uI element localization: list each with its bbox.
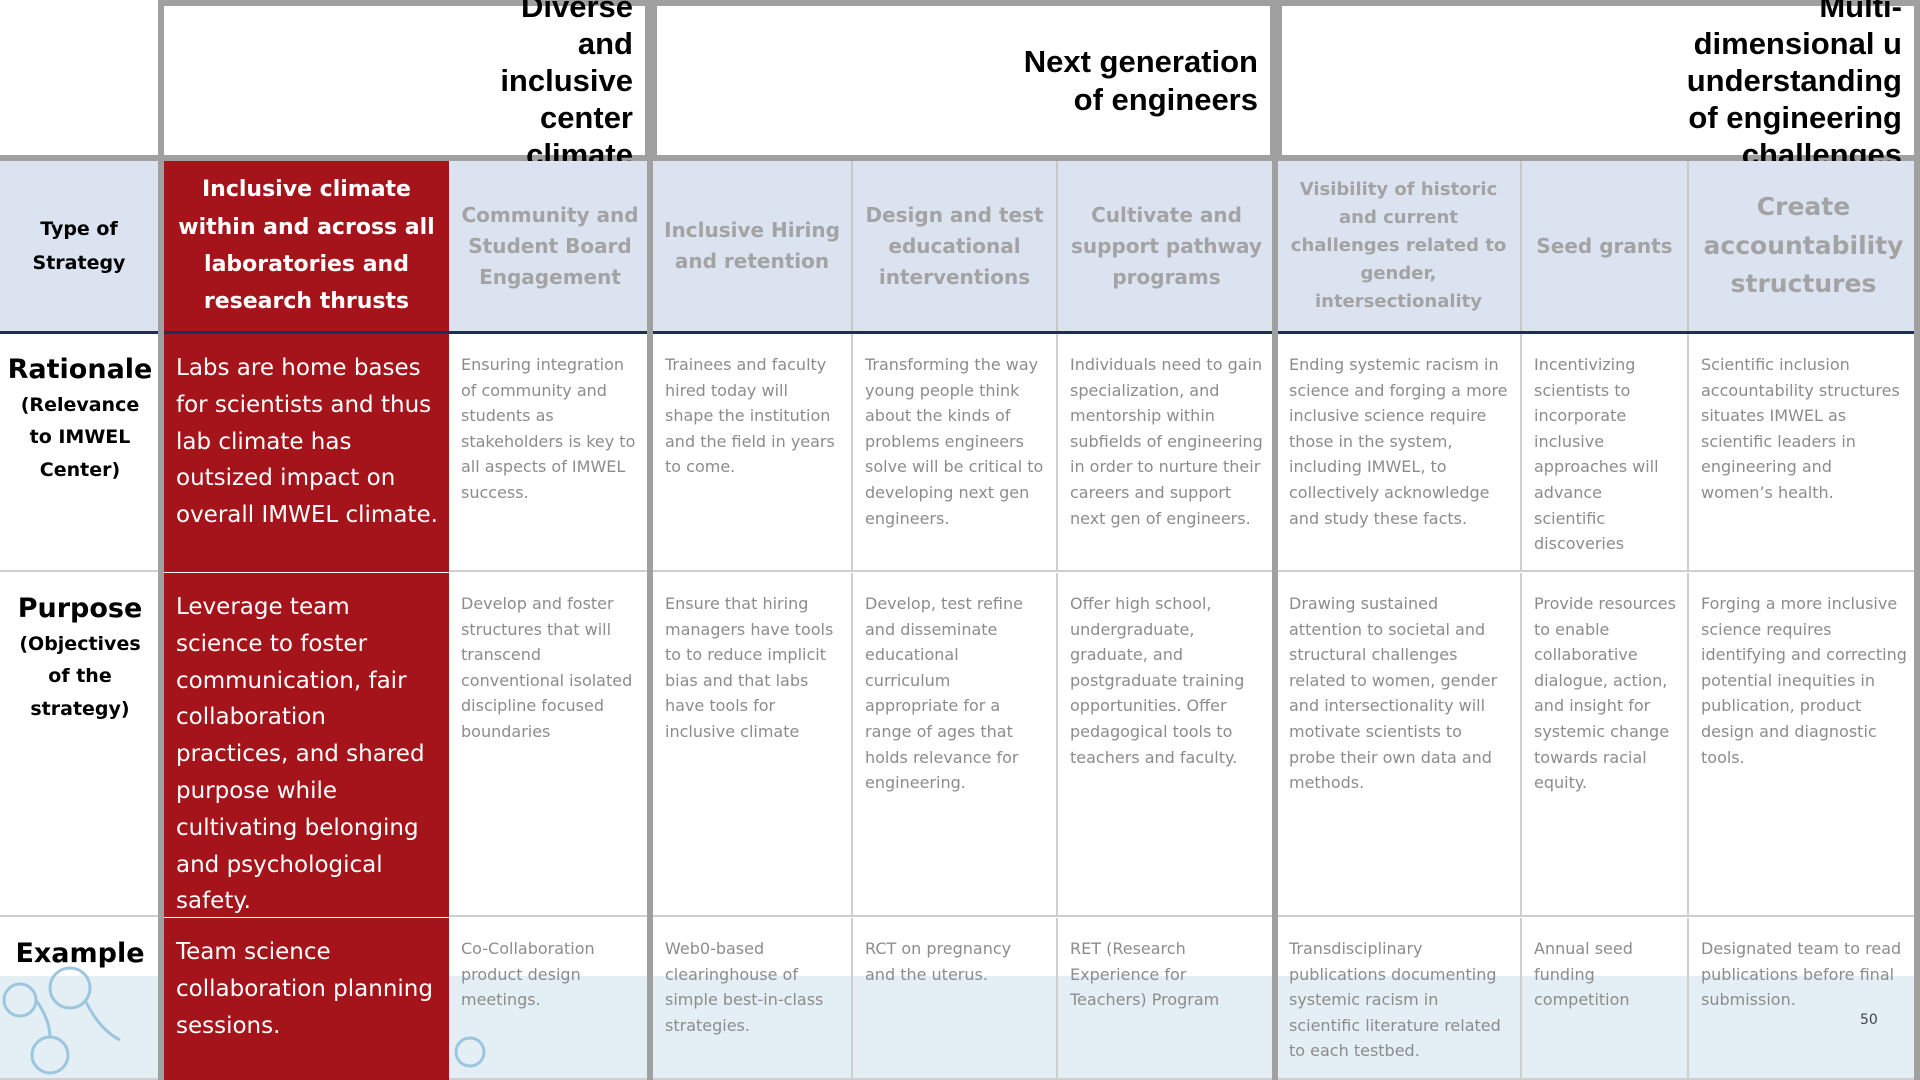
table-cell: RCT on pregnancy and the uterus. (853, 918, 1058, 1080)
strategy-header: Create accountability structures (1689, 161, 1920, 331)
group-separator (1272, 0, 1278, 1080)
group-title: Diverse and inclusive center climate (500, 0, 633, 173)
group-title: Multi-dimensional u understanding of eng… (1686, 0, 1902, 173)
table-cell: Annual seed funding competition (1522, 918, 1689, 1080)
strategy-rule (0, 331, 1920, 334)
strategy-header: Cultivate and support pathway programs (1058, 161, 1277, 331)
table-cell: Team science collaboration planning sess… (164, 918, 449, 1080)
table-cell: Ensuring integration of community and st… (449, 334, 653, 572)
table-cell: Individuals need to gain specialization,… (1058, 334, 1277, 572)
row-title: Rationale (7, 354, 153, 385)
group-header: Next generation of engineers (651, 0, 1276, 161)
row-title: Purpose (17, 593, 143, 624)
row-header: Example (0, 918, 160, 1080)
table-cell: Labs are home bases for scientists and t… (164, 334, 449, 572)
table-cell: RET (Research Experience for Teachers) P… (1058, 918, 1277, 1080)
table-cell: Forging a more inclusive science require… (1689, 573, 1920, 917)
row-header: Rationale (Relevance to IMWEL Center) (0, 334, 160, 572)
page-number: 50 (1860, 1012, 1878, 1028)
row-title: Example (15, 938, 145, 969)
table-cell: Trainees and faculty hired today will sh… (653, 334, 853, 572)
table-cell: Ensure that hiring managers have tools t… (653, 573, 853, 917)
table-cell: Drawing sustained attention to societal … (1277, 573, 1522, 917)
strategy-header: Design and test educational intervention… (853, 161, 1058, 331)
row-subtitle: (Relevance to IMWEL Center) (20, 394, 140, 481)
table-cell: Provide resources to enable collaborativ… (1522, 573, 1689, 917)
table-cell: Ending systemic racism in science and fo… (1277, 334, 1522, 572)
strategy-header: Inclusive Hiring and retention (653, 161, 853, 331)
group-separator (158, 0, 164, 1080)
group-header: Multi-dimensional u understanding of eng… (1276, 0, 1920, 172)
table-cell: Transdisciplinary publications documenti… (1277, 918, 1522, 1080)
group-separator (1914, 0, 1920, 1080)
group-header: Diverse and inclusive center climate (158, 0, 651, 172)
table-cell: Web0-based clearinghouse of simple best-… (653, 918, 853, 1080)
group-title: Next generation of engineers (1023, 44, 1258, 117)
table-cell: Designated team to read publications bef… (1689, 918, 1920, 1080)
group-separator (647, 0, 653, 1080)
table-cell: Leverage team science to foster communic… (164, 573, 449, 917)
table-cell: Scientific inclusion accountability stru… (1689, 334, 1920, 572)
corner-label: Type of Strategy (0, 161, 160, 331)
table-cell: Offer high school, undergraduate, gradua… (1058, 573, 1277, 917)
table-cell: Co-Collaboration product design meetings… (449, 918, 653, 1080)
table-cell: Transforming the way young people think … (853, 334, 1058, 572)
table-cell: Incentivizing scientists to incorporate … (1522, 334, 1689, 572)
decorative-bubbles (2, 966, 486, 1075)
row-subtitle: (Objectives of the strategy) (19, 633, 141, 720)
strategy-header: Inclusive climate within and across all … (164, 161, 449, 331)
strategy-header: Visibility of historic and current chall… (1277, 161, 1522, 331)
strategy-header: Community and Student Board Engagement (449, 161, 653, 331)
table-cell: Develop and foster structures that will … (449, 573, 653, 917)
row-header: Purpose (Objectives of the strategy) (0, 573, 160, 917)
strategy-header: Seed grants (1522, 161, 1689, 331)
table-cell: Develop, test refine and disseminate edu… (853, 573, 1058, 917)
